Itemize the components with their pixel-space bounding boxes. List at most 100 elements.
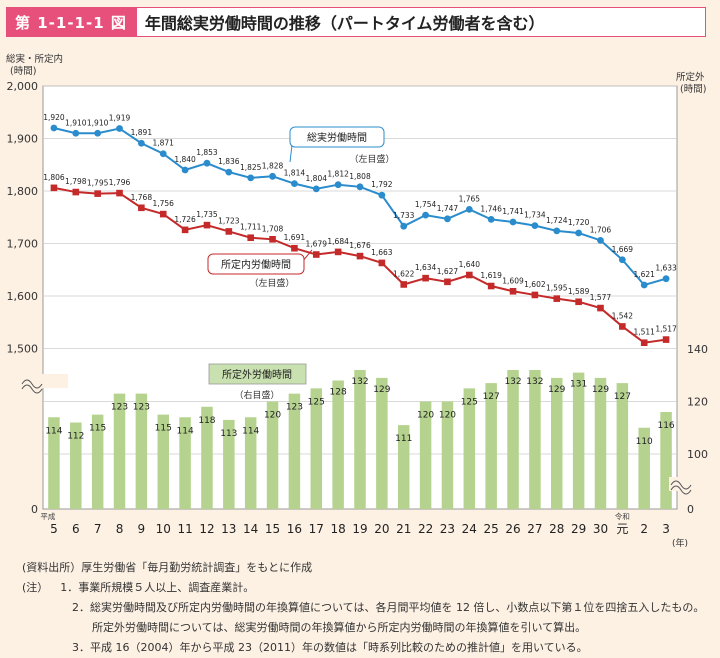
point-scheduled-hours	[291, 244, 298, 252]
scheduled-hours-label: 1,708	[262, 224, 284, 233]
x-category-label: 21	[396, 522, 411, 536]
point-scheduled-hours	[597, 304, 604, 312]
bar-overtime	[638, 427, 650, 509]
bar-value-label: 114	[242, 426, 259, 436]
bar-value-label: 116	[657, 421, 674, 431]
note-3: 3．平成 16（2004）年から平成 23（2011）年の数値は「時系列比較のた…	[72, 641, 588, 654]
point-total-hours	[334, 181, 342, 189]
x-category-label: 17	[309, 522, 324, 536]
point-scheduled-hours	[487, 282, 495, 290]
x-category-label: 24	[462, 522, 477, 536]
x-category-label: 26	[505, 522, 520, 536]
bar-overtime	[223, 419, 235, 509]
left-tick-label: 2,000	[7, 80, 39, 93]
scheduled-hours-label: 1,602	[524, 280, 546, 289]
point-scheduled-hours	[94, 190, 101, 197]
x-category-label: 12	[199, 522, 214, 536]
x-category-label: 16	[287, 522, 302, 536]
bar-value-label: 129	[548, 385, 565, 395]
series-name-overtime: 所定外労働時間	[222, 368, 292, 381]
point-total-hours	[159, 150, 167, 158]
bar-overtime	[572, 372, 585, 509]
scheduled-hours-label: 1,679	[306, 240, 328, 249]
x-category-label: 18	[330, 522, 345, 536]
point-scheduled-hours	[247, 234, 254, 242]
total-hours-label: 1,706	[590, 225, 612, 234]
axis-break-mask-left	[20, 374, 68, 388]
point-total-hours	[597, 236, 604, 244]
bar-value-label: 123	[286, 403, 303, 413]
point-total-hours	[531, 222, 539, 230]
bar-overtime	[113, 393, 126, 509]
scheduled-hours-label: 1,735	[196, 210, 218, 219]
point-scheduled-hours	[378, 259, 386, 267]
left-tick-label: 1,700	[7, 238, 39, 251]
scheduled-hours-label: 1,542	[612, 311, 634, 320]
bar-overtime	[551, 377, 563, 509]
point-scheduled-hours	[444, 278, 451, 286]
x-category-label: 9	[138, 522, 146, 536]
bar-value-label: 114	[177, 426, 194, 436]
bar-value-label: 115	[89, 424, 106, 434]
bar-value-label: 129	[592, 385, 609, 395]
bar-overtime	[157, 414, 169, 509]
bar-overtime	[179, 417, 191, 509]
total-hours-label: 1,765	[459, 194, 481, 203]
scheduled-hours-label: 1,756	[152, 199, 174, 208]
bar-overtime	[310, 388, 323, 509]
point-scheduled-hours	[116, 189, 123, 197]
total-hours-label: 1,808	[349, 172, 371, 181]
point-total-hours	[400, 222, 408, 230]
bar-overtime	[397, 425, 410, 509]
point-total-hours	[356, 183, 364, 191]
total-hours-label: 1,812	[327, 170, 349, 179]
point-total-hours	[269, 172, 276, 180]
figure-title: 年間総実労働時間の推移（パートタイム労働者を含む）	[144, 14, 545, 33]
scheduled-hours-label: 1,795	[87, 179, 109, 188]
scheduled-hours-label: 1,676	[349, 241, 371, 250]
right-axis-title: 所定外	[676, 71, 705, 83]
callout-total	[289, 144, 293, 163]
x-category-label: 15	[265, 522, 280, 536]
total-hours-label: 1,871	[152, 139, 174, 148]
x-category-label: 11	[177, 522, 192, 536]
bar-value-label: 125	[461, 397, 478, 407]
left-tick-label: 1,900	[7, 133, 39, 146]
right-tick-label: 100	[687, 448, 708, 461]
scheduled-hours-label: 1,595	[546, 284, 568, 293]
bar-value-label: 128	[330, 388, 347, 398]
bar-value-label: 120	[439, 411, 456, 421]
total-hours-label: 1,720	[568, 218, 590, 227]
bar-overtime	[70, 422, 82, 509]
bar-value-label: 111	[395, 434, 412, 444]
note-line-1: (注） 1．事業所規模５人以上、調査産業計。	[22, 578, 712, 598]
point-total-hours	[203, 159, 211, 167]
x-category-label: 2	[640, 522, 648, 536]
bar-overtime	[332, 380, 344, 509]
label-box-scheduled	[207, 253, 305, 275]
bar-overtime	[244, 417, 257, 509]
total-hours-label: 1,633	[655, 264, 677, 273]
total-hours-label: 1,836	[218, 157, 240, 166]
scheduled-hours-label: 1,711	[240, 223, 262, 232]
bar-overtime	[48, 417, 60, 509]
total-hours-label: 1,741	[502, 207, 524, 216]
x-category-label: 8	[116, 522, 124, 536]
bar-value-label: 125	[308, 397, 325, 407]
scheduled-hours-label: 1,726	[174, 215, 196, 224]
left-tick-label: 1,800	[7, 185, 39, 198]
x-category-label: 6	[72, 522, 80, 536]
bar-overtime	[507, 370, 519, 509]
label-box-overtime	[208, 363, 307, 385]
bar-value-label: 132	[526, 377, 543, 387]
bar-overtime	[288, 393, 301, 509]
point-total-hours	[72, 129, 80, 137]
total-hours-label: 1,828	[262, 161, 284, 170]
point-total-hours	[662, 275, 670, 283]
scheduled-hours-label: 1,627	[437, 267, 459, 276]
point-total-hours	[181, 166, 189, 174]
point-scheduled-hours	[203, 221, 211, 229]
bar-value-label: 127	[483, 392, 500, 402]
bar-value-label: 127	[614, 392, 631, 402]
point-scheduled-hours	[662, 336, 670, 343]
